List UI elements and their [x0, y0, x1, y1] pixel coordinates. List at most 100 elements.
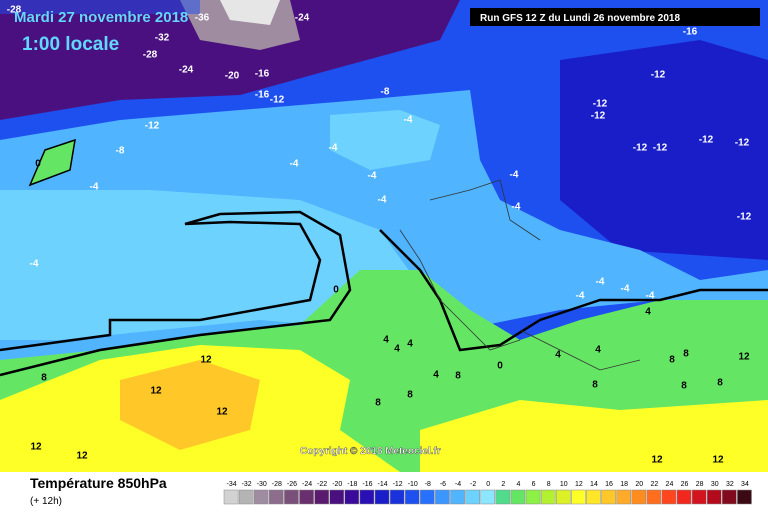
- contour-label: -4: [512, 202, 521, 213]
- scale-label: 32: [726, 481, 734, 488]
- scale-swatch: [525, 489, 541, 505]
- contour-label: 0: [35, 159, 41, 170]
- scale-label: -26: [287, 481, 297, 488]
- contour-label: -4: [510, 170, 519, 181]
- contour-label: 8: [717, 378, 723, 389]
- cold-region: [0, 0, 460, 120]
- scale-swatch: [540, 489, 556, 505]
- contour-label: -16: [255, 90, 270, 101]
- contour-label: -32: [155, 33, 170, 44]
- forecast-time: 1:00 locale: [22, 34, 119, 55]
- contour-label: -12: [591, 111, 606, 122]
- contour-label: -4: [576, 291, 585, 302]
- contour-label: -36: [195, 13, 210, 24]
- scale-label: 30: [711, 481, 719, 488]
- scale-swatch: [344, 489, 360, 505]
- contour-label: -24: [295, 13, 310, 24]
- scale-label: 18: [620, 481, 628, 488]
- scale-swatch: [465, 489, 480, 505]
- scale-label: -2: [470, 481, 476, 488]
- scale-swatch: [722, 489, 737, 505]
- contour-label: 8: [455, 371, 461, 382]
- scale-swatch: [450, 489, 465, 505]
- contour-label: -4: [378, 195, 387, 206]
- contour-label: 8: [669, 355, 675, 366]
- mild-region: [0, 190, 430, 340]
- run-band: [470, 8, 760, 26]
- scale-label: -10: [408, 481, 418, 488]
- scale-swatch: [480, 489, 496, 505]
- contour-label: -16: [683, 27, 698, 38]
- scale-swatch: [253, 489, 269, 505]
- date-band: [0, 0, 200, 14]
- scale-label: 2: [501, 481, 505, 488]
- scale-swatch: [389, 489, 405, 505]
- contour-label: 8: [592, 380, 598, 391]
- mild-region: [330, 110, 440, 170]
- contour-label: -4: [290, 159, 299, 170]
- scale-swatch: [435, 489, 450, 505]
- scale-swatch: [601, 489, 616, 505]
- contour-label: -8: [381, 87, 390, 98]
- scale-swatch: [238, 489, 254, 505]
- scale-swatch: [571, 489, 586, 505]
- contour-label: -4: [329, 143, 338, 154]
- scale-label: -24: [302, 481, 312, 488]
- contour-label: -4: [596, 277, 605, 288]
- contour-label: -28: [143, 50, 158, 61]
- scale-label: -18: [347, 481, 357, 488]
- scale-label: -8: [425, 481, 431, 488]
- scale-label: 22: [650, 481, 658, 488]
- scale-swatch: [661, 489, 677, 505]
- warm-core: [120, 360, 260, 450]
- scale-swatch: [706, 489, 722, 505]
- contour-label: -12: [633, 143, 648, 154]
- scale-swatch: [284, 489, 299, 505]
- scale-label: 34: [741, 481, 749, 488]
- contour-label: -12: [699, 135, 714, 146]
- scale-label: -16: [362, 481, 372, 488]
- contour-label: 4: [407, 339, 413, 350]
- scale-swatch: [510, 489, 526, 505]
- scale-swatch: [374, 489, 390, 505]
- contour-label: -12: [651, 70, 666, 81]
- scale-swatch: [676, 489, 692, 505]
- contour-label: -4: [404, 115, 413, 126]
- contour-label: 8: [407, 390, 413, 401]
- scale-label: -34: [226, 481, 236, 488]
- scale-label: 12: [575, 481, 583, 488]
- scale-label: 20: [635, 481, 643, 488]
- contour-label: 8: [683, 349, 689, 360]
- contour-label: -12: [737, 212, 752, 223]
- scale-label: -30: [257, 481, 267, 488]
- scale-swatch: [329, 489, 345, 505]
- zero-isotherm: [28, 138, 76, 187]
- scale-swatch: [616, 489, 631, 505]
- scale-swatch: [586, 489, 601, 505]
- contour-label: 12: [200, 355, 212, 366]
- scale-label: 4: [516, 481, 520, 488]
- scale-label: 28: [696, 481, 704, 488]
- scale-label: 14: [590, 481, 598, 488]
- zero-isotherm: [379, 229, 768, 352]
- contour-label: 12: [216, 407, 228, 418]
- contour-label: -8: [116, 146, 125, 157]
- contour-label: 0: [497, 361, 503, 372]
- scale-label: 6: [532, 481, 536, 488]
- contour-label: 4: [555, 350, 561, 361]
- contour-label: 4: [645, 307, 651, 318]
- contour-label: 8: [681, 381, 687, 392]
- scale-label: 10: [560, 481, 568, 488]
- contour-label: -28: [7, 5, 22, 16]
- cold-region: [560, 40, 768, 260]
- scale-swatch: [737, 489, 752, 505]
- color-scale: -34 -32 -30 -28 -26 -24 -22 -20 -18 -16 -14 -12 -10-…: [223, 481, 752, 505]
- contour-label: -12: [653, 143, 668, 154]
- contour-label: 4: [595, 345, 601, 356]
- scale-swatch: [359, 489, 375, 505]
- scale-swatch: [269, 489, 284, 505]
- contour-label: 8: [41, 373, 47, 384]
- contour-label: -24: [179, 65, 194, 76]
- contour-label: -4: [646, 291, 655, 302]
- contour-label: -12: [145, 121, 160, 132]
